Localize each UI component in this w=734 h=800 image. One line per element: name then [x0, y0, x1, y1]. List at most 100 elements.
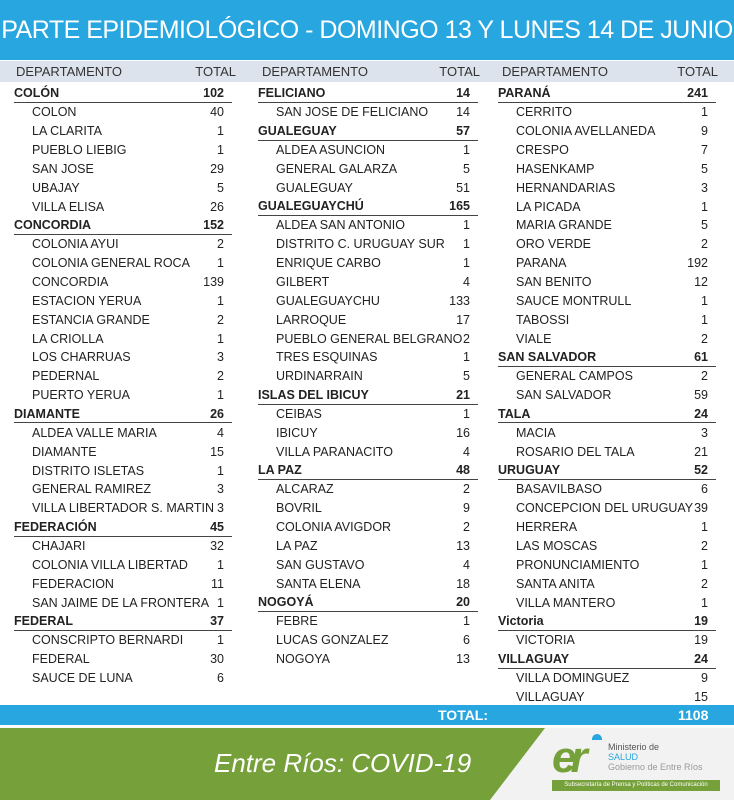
locality-total: 5 — [463, 161, 470, 176]
locality-name: PEDERNAL — [32, 369, 100, 384]
locality-total: 1 — [217, 143, 224, 157]
locality-name: ROSARIO DEL TALA — [516, 444, 635, 459]
department-row: GUALEGUAY 57 — [258, 122, 478, 141]
department-name: TALA — [498, 406, 531, 421]
table-column: PARANÁ 241 CERRITO 1 COLONIA AVELLANEDA 9 CRES… — [498, 84, 716, 706]
locality-total: 1 — [701, 557, 708, 572]
locality-name: COLONIA AVIGDOR — [276, 520, 392, 535]
locality-total: 17 — [456, 312, 470, 327]
department-row: NOGOYÁ 20 — [258, 593, 478, 613]
department-name: FEDERAL — [14, 613, 74, 628]
locality-name: LA CLARITA — [32, 124, 102, 139]
table-column: COLÓN 102 COLON 40 LA CLARITA 1 PUEBLO LIEBIG 1… — [14, 84, 232, 688]
locality-name: COLONIA VILLA LIBERTAD — [32, 557, 188, 572]
department-name: FEDERACIÓN — [14, 519, 97, 534]
department-total: 152 — [203, 217, 224, 232]
locality-name: HASENKAMP — [516, 161, 595, 176]
locality-total: 3 — [217, 501, 224, 516]
department-header: DEPARTAMENTO — [502, 64, 608, 79]
total-header: TOTAL — [195, 64, 236, 79]
table-column: FELICIANO 14 SAN JOSE DE FELICIANO 14 GUALEG… — [258, 84, 478, 669]
locality-total: 1 — [463, 218, 470, 233]
locality-row: SANTA ELENA 18 — [258, 574, 478, 593]
department-total: 37 — [210, 613, 224, 628]
locality-total: 139 — [203, 275, 224, 290]
locality-total: 1 — [701, 520, 708, 535]
locality-total: 26 — [210, 199, 224, 214]
department-total: 102 — [203, 85, 224, 100]
department-total: 21 — [456, 387, 470, 402]
locality-row: CONSCRIPTO BERNARDI 1 — [14, 631, 232, 650]
locality-name: HERNANDARIAS — [516, 180, 616, 195]
locality-name: TRES ESQUINAS — [276, 350, 378, 365]
locality-name: VIALE — [516, 331, 552, 346]
locality-row: CONCORDIA 139 — [14, 273, 232, 292]
department-row: TALA 24 — [498, 405, 716, 424]
department-total: 48 — [456, 463, 470, 478]
locality-name: DISTRITO ISLETAS — [32, 463, 145, 478]
locality-total: 2 — [701, 539, 708, 554]
department-total: 241 — [687, 85, 708, 100]
locality-total: 4 — [217, 425, 224, 440]
locality-total: 2 — [463, 482, 470, 497]
locality-name: COLON — [32, 105, 77, 120]
department-name: LA PAZ — [258, 463, 302, 478]
department-total: 20 — [456, 595, 470, 610]
department-total: 19 — [694, 613, 708, 628]
total-header: TOTAL — [677, 64, 718, 79]
locality-total: 4 — [463, 275, 470, 290]
locality-row: FEDERAL 30 — [14, 650, 232, 669]
locality-row: COLONIA VILLA LIBERTAD 1 — [14, 555, 232, 574]
locality-name: MARIA GRANDE — [516, 218, 612, 233]
locality-total: 1 — [217, 463, 224, 478]
locality-name: VILLAGUAY — [516, 689, 585, 704]
locality-total: 1 — [217, 331, 224, 346]
locality-total: 1 — [217, 388, 224, 403]
locality-name: SAN BENITO — [516, 275, 592, 290]
locality-name: CEIBAS — [276, 407, 322, 422]
locality-name: LA PICADA — [516, 199, 581, 214]
locality-row: GENERAL GALARZA 5 — [258, 159, 478, 178]
locality-row: ALDEA VALLE MARIA 4 — [14, 423, 232, 442]
locality-row: LA PICADA 1 — [498, 197, 716, 216]
department-row: FEDERAL 37 — [14, 612, 232, 631]
locality-row: IBICUY 16 — [258, 423, 478, 442]
locality-row: TRES ESQUINAS 1 — [258, 348, 478, 367]
locality-row: HERNANDARIAS 3 — [498, 178, 716, 197]
locality-row: LA PAZ 13 — [258, 537, 478, 556]
column-header: DEPARTAMENTO TOTAL — [502, 61, 718, 82]
locality-name: DISTRITO C. URUGUAY SUR — [276, 237, 445, 252]
locality-total: 5 — [217, 180, 224, 195]
locality-name: ALDEA ASUNCION — [276, 143, 386, 157]
locality-name: LA CRIOLLA — [32, 331, 104, 346]
locality-total: 15 — [210, 444, 224, 459]
department-total: 61 — [694, 349, 708, 364]
department-row: COLÓN 102 — [14, 84, 232, 103]
locality-name: GENERAL CAMPOS — [516, 369, 633, 384]
locality-row: CHAJARI 32 — [14, 537, 232, 556]
locality-total: 51 — [456, 180, 470, 195]
grand-total-bar: TOTAL: 1108 — [0, 705, 734, 725]
department-name: VILLAGUAY — [498, 651, 570, 666]
locality-name: ESTANCIA GRANDE — [32, 312, 150, 327]
department-name: GUALEGUAY — [258, 123, 337, 138]
locality-name: VILLA DOMINGUEZ — [516, 671, 630, 686]
locality-total: 1 — [463, 350, 470, 365]
locality-total: 2 — [217, 369, 224, 384]
locality-row: VIALE 2 — [498, 329, 716, 348]
department-total: 14 — [456, 85, 470, 100]
locality-row: VILLA MANTERO 1 — [498, 593, 716, 612]
locality-row: MACIA 3 — [498, 423, 716, 442]
total-header: TOTAL — [439, 64, 480, 79]
department-row: LA PAZ 48 — [258, 461, 478, 481]
locality-total: 5 — [701, 161, 708, 176]
ministry-logo: er Ministerio de SALUD Gobierno de Entre… — [552, 734, 722, 794]
department-name: CONCORDIA — [14, 217, 92, 232]
locality-total: 11 — [211, 576, 224, 591]
locality-row: GENERAL RAMIREZ 3 — [14, 480, 232, 499]
locality-name: CERRITO — [516, 105, 573, 120]
locality-name: CONCORDIA — [32, 275, 109, 290]
locality-row: COLONIA AVIGDOR 2 — [258, 518, 478, 537]
locality-total: 13 — [456, 539, 470, 554]
locality-name: ORO VERDE — [516, 237, 592, 252]
